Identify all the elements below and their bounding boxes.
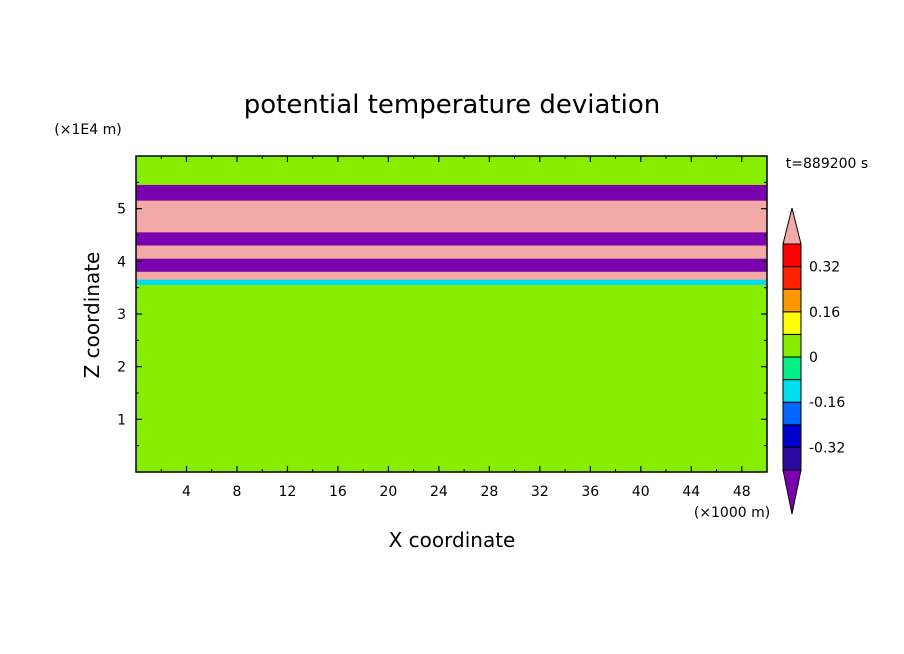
colorbar-label: 0.32 [809, 260, 840, 276]
heatmap-band-7 [136, 271, 767, 280]
x-tick-label: 44 [682, 484, 700, 500]
x-tick-label: 12 [279, 484, 297, 500]
colorbar-segment [782, 356, 802, 381]
colorbar-segment [782, 446, 802, 471]
heatmap-band-5 [136, 245, 767, 259]
colorbar-segment [782, 266, 802, 290]
y-tick-label: 5 [117, 202, 126, 218]
heatmap-band-1 [136, 184, 767, 201]
heatmap-band-2 [136, 200, 767, 212]
x-tick-label: 36 [581, 484, 599, 500]
colorbar-segment [782, 243, 802, 268]
colorbar-bottom-arrow [782, 469, 802, 515]
colorbar-segment [782, 311, 802, 335]
heatmap-band-3 [136, 211, 767, 233]
heatmap-band-8 [136, 279, 767, 286]
colorbar-segment [782, 379, 802, 403]
colorbar-segment [782, 401, 802, 426]
heatmap-band-9 [136, 285, 767, 433]
y-axis-unit: (×1E4 m) [54, 122, 121, 138]
chart-title: potential temperature deviation [244, 90, 660, 120]
x-tick-label: 32 [531, 484, 549, 500]
y-tick-label: 4 [117, 254, 126, 270]
colorbar-label: 0 [809, 350, 818, 366]
x-axis-unit: (×1000 m) [694, 505, 770, 521]
colorbar-segment [782, 288, 802, 313]
y-tick-label: 1 [117, 412, 126, 428]
x-tick-label: 40 [632, 484, 650, 500]
x-tick-label: 4 [182, 484, 191, 500]
x-tick-label: 48 [733, 484, 751, 500]
x-tick-label: 28 [480, 484, 498, 500]
heatmap-bands [136, 156, 767, 472]
heatmap-band-6 [136, 258, 767, 272]
x-tick-label: 24 [430, 484, 448, 500]
colorbar-label: 0.16 [809, 305, 840, 321]
x-tick-label: 16 [329, 484, 347, 500]
colorbar-label: -0.32 [809, 440, 845, 456]
heatmap-band-0 [136, 156, 767, 185]
x-tick-label: 8 [232, 484, 241, 500]
y-tick-label: 2 [117, 360, 126, 376]
colorbar-segment [782, 333, 802, 358]
colorbar-top-arrow [782, 207, 802, 245]
heatmap-band-10 [136, 432, 767, 472]
heatmap-band-4 [136, 232, 767, 246]
time-label: t=889200 s [786, 156, 868, 172]
colorbar: 0.32 0.16 0 -0.16 -0.32 [782, 207, 845, 515]
heatmap-plot-area [136, 156, 767, 472]
x-tick-label: 20 [379, 484, 397, 500]
colorbar-label: -0.16 [809, 395, 845, 411]
colorbar-segment [782, 424, 802, 448]
x-axis-label: X coordinate [389, 528, 516, 552]
y-tick-label: 3 [117, 307, 126, 323]
y-axis-label: Z coordinate [80, 252, 104, 379]
